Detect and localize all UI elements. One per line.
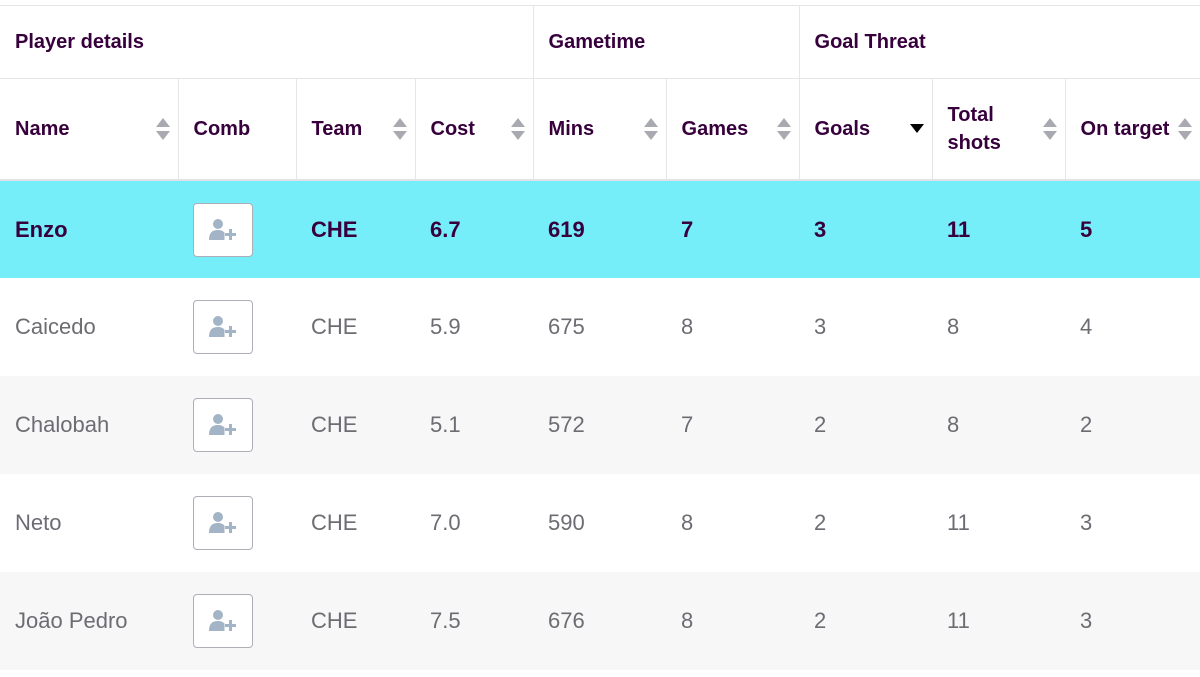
goals-cell: 3 xyxy=(814,314,827,339)
sort-arrows-icon[interactable] xyxy=(510,118,525,140)
player-name-cell[interactable]: Caicedo xyxy=(15,314,96,339)
games-cell: 8 xyxy=(681,510,694,535)
group-header-row: Player details Gametime Goal Threat xyxy=(0,5,1200,79)
mins-cell: 675 xyxy=(548,314,585,339)
goals-cell: 2 xyxy=(814,510,827,535)
goals-cell: 2 xyxy=(814,412,827,437)
on-target-cell: 5 xyxy=(1080,216,1093,242)
table-row[interactable]: Neto CHE 7.0 590 8 2 11 3 xyxy=(0,474,1200,572)
cost-cell: 7.0 xyxy=(430,510,461,535)
mins-cell: 590 xyxy=(548,510,585,535)
on-target-cell: 3 xyxy=(1080,510,1093,535)
column-label: On target xyxy=(1080,118,1170,140)
team-cell: CHE xyxy=(311,510,358,535)
sort-arrows-icon[interactable] xyxy=(643,118,658,140)
table-row[interactable]: Caicedo CHE 5.9 675 8 3 8 4 xyxy=(0,278,1200,376)
comb-add-button[interactable] xyxy=(193,594,253,648)
table-row[interactable]: João Pedro CHE 7.5 676 8 2 11 3 xyxy=(0,572,1200,670)
team-cell: CHE xyxy=(311,412,358,437)
team-cell: CHE xyxy=(311,608,358,633)
mins-cell: 572 xyxy=(548,412,585,437)
player-name-cell[interactable]: Neto xyxy=(15,510,62,535)
player-name-cell[interactable]: Enzo xyxy=(15,216,68,242)
goals-cell: 3 xyxy=(814,216,827,242)
add-user-icon xyxy=(209,610,236,631)
group-header-goal-threat: Goal Threat xyxy=(799,5,1200,79)
add-user-icon xyxy=(209,512,236,533)
cost-cell: 5.9 xyxy=(430,314,461,339)
on-target-cell: 4 xyxy=(1080,314,1093,339)
column-label: Total shots xyxy=(947,104,1001,154)
sort-arrows-icon[interactable] xyxy=(776,118,791,140)
mins-cell: 676 xyxy=(548,608,585,633)
comb-cell xyxy=(178,572,296,670)
total-shots-cell: 11 xyxy=(947,510,970,535)
table-row[interactable]: Chalobah CHE 5.1 572 7 2 8 2 xyxy=(0,376,1200,474)
on-target-cell: 3 xyxy=(1080,608,1093,633)
column-header-games[interactable]: Games xyxy=(666,78,800,181)
comb-add-button[interactable] xyxy=(193,300,253,354)
player-name-cell[interactable]: Chalobah xyxy=(15,412,110,437)
table-row[interactable]: Enzo CHE 6.7 619 7 3 11 5 xyxy=(0,180,1200,278)
sort-arrows-icon[interactable] xyxy=(392,118,407,140)
column-header-total-shots[interactable]: Total shots xyxy=(932,78,1066,181)
comb-cell xyxy=(178,474,296,572)
column-header-on-target[interactable]: On target xyxy=(1065,78,1200,181)
total-shots-cell: 8 xyxy=(947,412,960,437)
column-header-goals[interactable]: Goals xyxy=(799,78,933,181)
team-cell: CHE xyxy=(311,216,358,242)
column-label: Team xyxy=(311,118,363,140)
player-name-cell[interactable]: João Pedro xyxy=(15,608,128,633)
group-header-player-details: Player details xyxy=(0,5,534,79)
cost-cell: 6.7 xyxy=(430,216,461,242)
sort-descending-icon[interactable] xyxy=(909,118,924,140)
player-stats-table: Player details Gametime Goal Threat Name… xyxy=(0,5,1200,670)
column-header-row: Name Comb Team Cost Mins Games xyxy=(0,78,1200,181)
sort-arrows-icon[interactable] xyxy=(155,118,170,140)
column-header-cost[interactable]: Cost xyxy=(415,78,534,181)
comb-add-button[interactable] xyxy=(193,202,253,257)
sort-arrows-icon[interactable] xyxy=(1042,118,1057,140)
add-user-icon xyxy=(209,218,236,240)
cost-cell: 5.1 xyxy=(430,412,461,437)
games-cell: 8 xyxy=(681,608,694,633)
column-header-comb: Comb xyxy=(178,78,297,181)
column-header-mins[interactable]: Mins xyxy=(533,78,667,181)
team-cell: CHE xyxy=(311,314,358,339)
column-label: Cost xyxy=(430,118,475,140)
comb-add-button[interactable] xyxy=(193,398,253,452)
column-label: Goals xyxy=(814,118,871,140)
on-target-cell: 2 xyxy=(1080,412,1093,437)
column-label: Mins xyxy=(548,118,595,140)
column-label: Name xyxy=(15,118,70,140)
add-user-icon xyxy=(209,316,236,337)
goals-cell: 2 xyxy=(814,608,827,633)
comb-cell xyxy=(178,180,296,278)
cost-cell: 7.5 xyxy=(430,608,461,633)
table-body: Enzo CHE 6.7 619 7 3 11 5 Caicedo xyxy=(0,180,1200,670)
total-shots-cell: 11 xyxy=(947,216,971,242)
column-header-name[interactable]: Name xyxy=(0,78,179,181)
column-label: Comb xyxy=(193,118,251,140)
comb-cell xyxy=(178,376,296,474)
total-shots-cell: 8 xyxy=(947,314,960,339)
add-user-icon xyxy=(209,414,236,435)
games-cell: 7 xyxy=(681,412,694,437)
total-shots-cell: 11 xyxy=(947,608,970,633)
games-cell: 7 xyxy=(681,216,694,242)
sort-arrows-icon[interactable] xyxy=(1178,118,1193,140)
group-header-gametime: Gametime xyxy=(533,5,800,79)
comb-add-button[interactable] xyxy=(193,496,253,550)
comb-cell xyxy=(178,278,296,376)
column-header-team[interactable]: Team xyxy=(296,78,416,181)
games-cell: 8 xyxy=(681,314,694,339)
column-label: Games xyxy=(681,118,749,140)
mins-cell: 619 xyxy=(548,216,585,242)
